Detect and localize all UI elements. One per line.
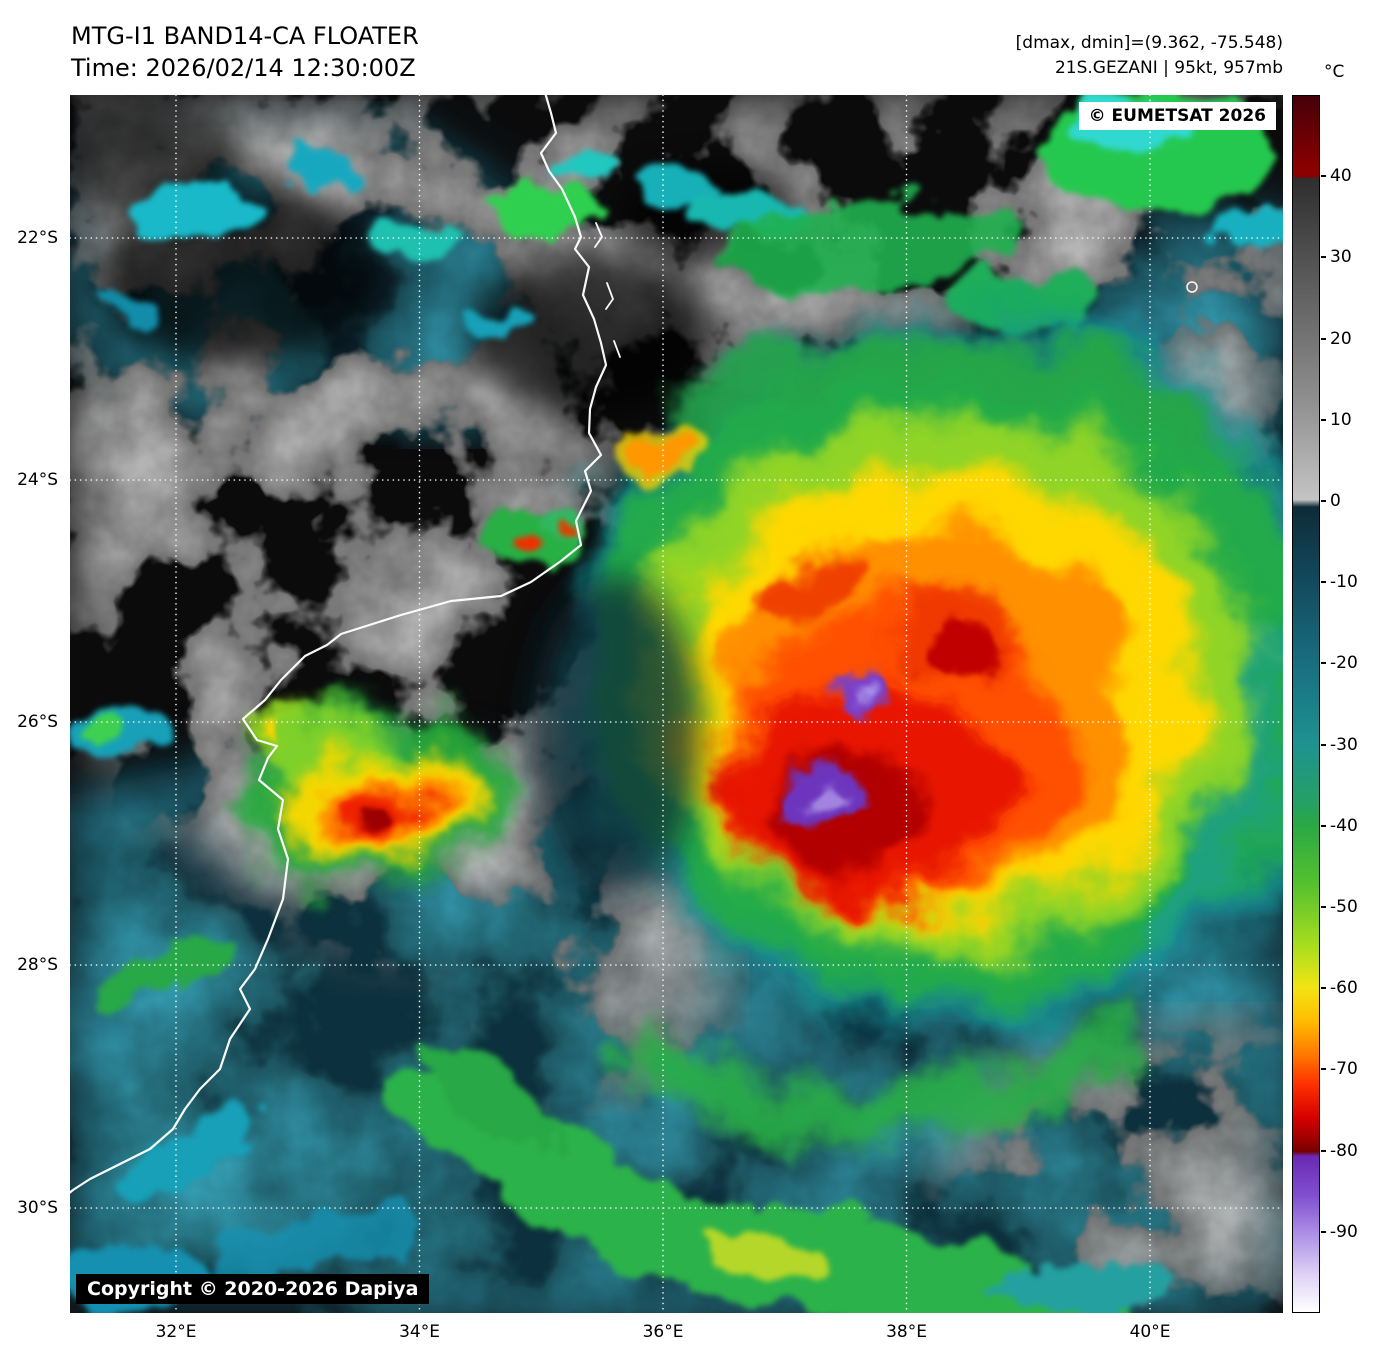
header-left: MTG-I1 BAND14-CA FLOATER Time: 2026/02/1… bbox=[71, 20, 419, 84]
colorbar-tick-label: 20 bbox=[1330, 328, 1352, 349]
colorbar-tick-mark bbox=[1321, 662, 1326, 665]
dry-slot bbox=[530, 575, 700, 895]
satellite-image-panel: © EUMETSAT 2026 Copyright © 2020-2026 Da… bbox=[70, 95, 1283, 1313]
page-title: MTG-I1 BAND14-CA FLOATER bbox=[71, 22, 419, 50]
copyright-badge: Copyright © 2020-2026 Dapiya bbox=[76, 1274, 430, 1304]
storm-info: 21S.GEZANI | 95kt, 957mb bbox=[1054, 58, 1283, 78]
lon-tick-label: 32°E bbox=[155, 1322, 197, 1342]
colorbar-tick-label: -70 bbox=[1330, 1059, 1358, 1080]
lat-tick-label: 28°S bbox=[17, 955, 58, 975]
small-convective-cells bbox=[482, 431, 700, 573]
lat-tick-label: 22°S bbox=[17, 228, 58, 248]
lon-tick-label: 40°E bbox=[1129, 1322, 1171, 1342]
range-info: [dmax, dmin]=(9.362, -75.548) bbox=[1015, 33, 1283, 53]
lat-tick-labels: 22°S 24°S 26°S 28°S 30°S bbox=[0, 95, 64, 1313]
colorbar-tick-mark bbox=[1321, 1068, 1326, 1071]
coastline bbox=[70, 95, 1198, 1194]
colorbar-tick-mark bbox=[1321, 418, 1326, 421]
island-outline bbox=[1186, 281, 1198, 293]
header-right: [dmax, dmin]=(9.362, -75.548) 21S.GEZANI… bbox=[1016, 31, 1283, 81]
provider-badge: © EUMETSAT 2026 bbox=[1078, 102, 1276, 130]
colorbar-tick-mark bbox=[1321, 256, 1326, 259]
lat-tick-label: 30°S bbox=[17, 1198, 58, 1218]
colorbar-tick-label: -40 bbox=[1330, 815, 1358, 836]
colorbar-tick-mark bbox=[1321, 743, 1326, 746]
colorbar-tick-label: 10 bbox=[1330, 409, 1352, 430]
colorbar-tick-mark bbox=[1321, 500, 1326, 502]
timestamp: Time: 2026/02/14 12:30:00Z bbox=[71, 54, 416, 82]
lon-tick-labels: 32°E 34°E 36°E 38°E 40°E bbox=[70, 1313, 1283, 1349]
colorbar-tick-label: -20 bbox=[1330, 653, 1358, 674]
lat-tick-label: 24°S bbox=[17, 470, 58, 490]
colorbar-unit: °C bbox=[1324, 62, 1345, 82]
grid-lines bbox=[70, 95, 1283, 1313]
colorbar-tick-mark bbox=[1321, 987, 1326, 990]
colorbar-tick-label: -50 bbox=[1330, 897, 1358, 917]
colorbar-tick-label: -10 bbox=[1330, 572, 1358, 593]
satellite-image bbox=[70, 95, 1283, 1313]
colorbar-ticks: 40 30 20 10 0 -10 -20 -30 -40 -50 -60 -70 -80 -90 bbox=[1292, 95, 1388, 1313]
colorbar-tick-label: -30 bbox=[1330, 734, 1358, 755]
colorbar-tick-mark bbox=[1321, 1230, 1326, 1233]
lon-tick-label: 38°E bbox=[886, 1322, 927, 1342]
colorbar-tick-mark bbox=[1321, 581, 1326, 584]
colorbar-tick-label: 30 bbox=[1330, 247, 1352, 268]
colorbar-tick-mark bbox=[1321, 1149, 1326, 1152]
colorbar-tick-mark bbox=[1321, 906, 1326, 908]
colorbar bbox=[1292, 95, 1320, 1313]
colorbar-tick-mark bbox=[1321, 337, 1326, 340]
cyclone-gezani bbox=[560, 315, 1283, 1146]
colorbar-tick-mark bbox=[1321, 175, 1326, 178]
colorbar-tick-label: -90 bbox=[1330, 1221, 1358, 1242]
lat-tick-label: 26°S bbox=[17, 712, 58, 732]
colorbar-tick-label: 40 bbox=[1330, 166, 1352, 187]
colorbar-tick-label: -60 bbox=[1330, 978, 1358, 999]
colorbar-tick-label: 0 bbox=[1330, 491, 1341, 511]
colorbar-tick-label: -80 bbox=[1330, 1140, 1358, 1161]
colorbar-tick-mark bbox=[1321, 824, 1326, 827]
inland-storm-cell bbox=[235, 701, 505, 887]
lon-tick-label: 36°E bbox=[642, 1322, 684, 1342]
lon-tick-label: 34°E bbox=[399, 1322, 440, 1342]
